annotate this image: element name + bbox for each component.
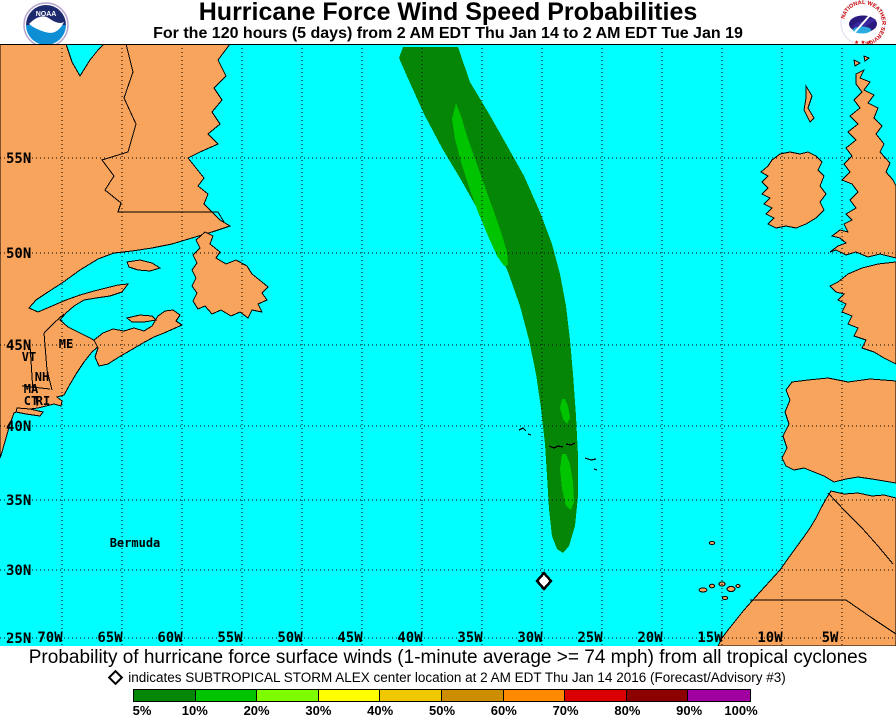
legend-color-segment	[503, 690, 566, 701]
lon-label-40W: 40W	[397, 630, 423, 646]
map-caption: Probability of hurricane force surface w…	[28, 647, 868, 668]
lon-label-5W: 5W	[822, 630, 839, 646]
island-prince-edward	[125, 314, 158, 323]
legend-tick-70%: 70%	[552, 703, 579, 718]
lat-label-35N: 35N	[6, 493, 31, 509]
place-label-CT: CT	[24, 394, 38, 408]
lon-label-60W: 60W	[157, 630, 183, 646]
lat-label-50N: 50N	[6, 246, 31, 262]
lon-label-45W: 45W	[337, 630, 363, 646]
nws-logo-icon: NATIONAL WEATHER SERVICE ★ ★ ★	[840, 0, 886, 46]
legend-color-segment	[134, 690, 196, 701]
peninsula-nova-scotia	[93, 309, 184, 367]
lon-label-35W: 35W	[457, 630, 483, 646]
legend-color-segment	[318, 690, 381, 701]
legend-color-segment	[380, 690, 442, 701]
legend-color-segment	[441, 690, 504, 701]
border-quebec-labrador	[101, 44, 225, 223]
lon-label-70W: 70W	[37, 630, 63, 646]
legend-tick-20%: 20%	[243, 703, 270, 718]
lon-label-25W: 25W	[577, 630, 603, 646]
page-subtitle: For the 120 hours (5 days) from 2 AM EDT…	[153, 25, 743, 42]
legend-color-segment	[688, 690, 750, 701]
place-label-VT: VT	[22, 350, 36, 364]
landmass-iberia	[781, 377, 896, 484]
grid-labels: 55N 50N 45N 40N 35N 30N 25N 70W 65W 60W 55W 50W 45W 4…	[6, 151, 839, 646]
legend-tick-50%: 50%	[428, 703, 456, 718]
islands-canary-madeira	[698, 541, 741, 600]
legend-color-segment	[565, 690, 627, 701]
lon-label-10W: 10W	[757, 630, 783, 646]
lon-label-50W: 50W	[277, 630, 303, 646]
borders-africa	[750, 492, 896, 635]
noaa-logo-text: NOAA	[36, 11, 57, 18]
lon-label-20W: 20W	[637, 630, 663, 646]
lon-label-15W: 15W	[697, 630, 723, 646]
legend-tick-100%: 100%	[724, 703, 758, 718]
legend-color-segment	[626, 690, 689, 701]
legend-color-segment	[257, 690, 319, 701]
place-label-Bermuda: Bermuda	[110, 536, 161, 550]
lat-label-55N: 55N	[6, 151, 31, 167]
probability-color-scale	[133, 689, 751, 702]
island-ireland	[760, 151, 827, 229]
lat-label-30N: 30N	[6, 563, 31, 579]
lat-label-45N: 45N	[6, 338, 31, 354]
wind-prob-region-10pct	[452, 103, 574, 510]
legend-tick-90%: 90%	[676, 703, 703, 718]
legend-tick-10%: 10%	[181, 703, 208, 718]
map-svg: 55N 50N 45N 40N 35N 30N 25N 70W 65W 60W 55W 50W 45W 4…	[0, 44, 896, 646]
islands-azores	[518, 427, 598, 471]
storm-marker-legend-icon	[107, 669, 124, 686]
border-new-england-states	[21, 313, 65, 407]
advisory-line: indicates SUBTROPICAL STORM ALEX center …	[0, 669, 896, 686]
lon-label-65W: 65W	[97, 630, 123, 646]
nws-stars: ★ ★ ★	[854, 39, 872, 46]
lat-label-25N: 25N	[6, 631, 31, 646]
landmass-north-america	[0, 44, 232, 459]
legend-color-segment	[195, 690, 258, 701]
landmass-africa	[717, 490, 896, 646]
place-label-RI: RI	[36, 394, 50, 408]
gridlines	[0, 44, 896, 646]
legend-tick-40%: 40%	[367, 703, 394, 718]
islands-hebrides	[803, 55, 871, 123]
page-title: Hurricane Force Wind Speed Probabilities	[198, 0, 698, 26]
lon-label-55W: 55W	[217, 630, 243, 646]
advisory-text: indicates SUBTROPICAL STORM ALEX center …	[128, 670, 786, 685]
noaa-logo-icon: NOAA	[23, 2, 69, 48]
lat-label-40N: 40N	[6, 419, 31, 435]
storm-center-marker	[535, 571, 553, 591]
legend-tick-30%: 30%	[305, 703, 332, 718]
place-label-NH: NH	[35, 370, 49, 384]
island-anticosti	[126, 259, 162, 272]
island-great-britain	[829, 68, 896, 259]
legend-tick-60%: 60%	[490, 703, 517, 718]
legend-tick-80%: 80%	[614, 703, 641, 718]
place-label-MA: MA	[24, 382, 39, 396]
legend-tick-5%: 5%	[132, 703, 152, 718]
island-newfoundland	[191, 231, 269, 319]
place-label-ME: ME	[59, 337, 73, 351]
island-long-island	[15, 407, 44, 417]
lon-label-30W: 30W	[517, 630, 543, 646]
